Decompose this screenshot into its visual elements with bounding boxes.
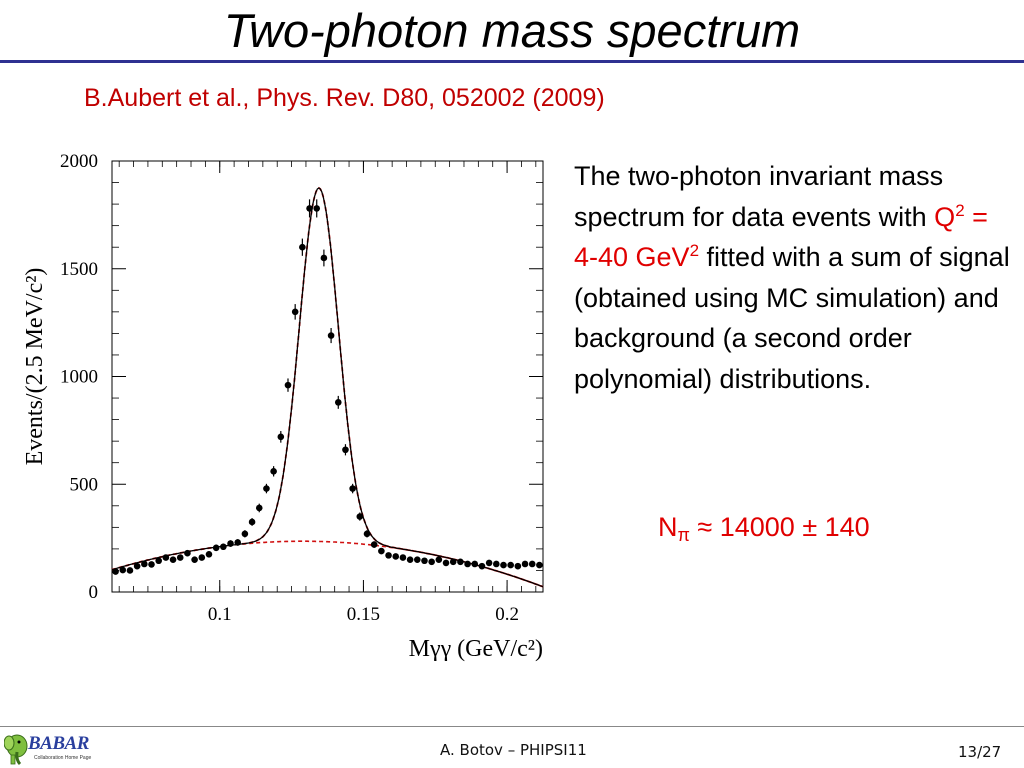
data-point	[169, 556, 177, 563]
y-tick-label: 1500	[60, 259, 98, 280]
description-part1: The two-photon invariant mass spectrum f…	[574, 161, 944, 232]
background-fit-curve	[111, 540, 544, 588]
total-fit-curve	[111, 187, 544, 588]
data-point	[428, 558, 435, 566]
data-point	[263, 485, 270, 492]
data-point	[119, 566, 127, 574]
data-point	[133, 562, 141, 570]
babar-elephant-icon	[4, 734, 28, 766]
data-point	[334, 399, 342, 406]
y-tick-label: 0	[89, 582, 99, 603]
data-point	[536, 561, 543, 569]
data-point	[521, 560, 529, 568]
gev-exponent: 2	[689, 241, 700, 260]
data-point	[464, 560, 471, 568]
logo-text: BABAR	[28, 733, 89, 754]
data-point	[227, 540, 234, 547]
data-point	[449, 558, 457, 566]
data-point	[241, 530, 249, 538]
data-point	[155, 557, 162, 565]
data-point	[514, 562, 522, 570]
y-tick-label: 2000	[60, 151, 98, 172]
data-point	[327, 332, 335, 339]
data-point	[126, 567, 134, 574]
data-point	[176, 554, 184, 561]
result-symbol: N	[658, 512, 678, 542]
data-point	[493, 560, 500, 568]
yield-result: Nπ ≈ 14000 ± 140	[658, 512, 870, 545]
footer-divider	[0, 726, 1024, 727]
data-point	[378, 547, 385, 555]
data-point	[478, 562, 486, 570]
babar-logo[interactable]: BABAR Collaboration Home Page	[4, 730, 114, 766]
q-exponent: 2	[955, 200, 965, 220]
y-tick-label: 500	[70, 474, 99, 495]
data-point	[198, 554, 206, 561]
data-point	[349, 485, 356, 492]
data-point	[141, 560, 148, 568]
data-point	[356, 513, 364, 520]
logo-subtitle: Collaboration Home Page	[34, 755, 92, 761]
data-point	[234, 539, 242, 546]
data-point	[442, 559, 450, 567]
data-point	[148, 561, 155, 568]
data-point	[385, 552, 392, 559]
data-point	[291, 308, 299, 316]
data-point	[248, 518, 256, 526]
footer-author: A. Botov – PHIPSI11	[440, 741, 587, 759]
page-number: 13/27	[958, 743, 1002, 761]
data-point	[284, 381, 292, 389]
data-point	[399, 554, 407, 561]
data-point	[320, 254, 328, 262]
data-point	[342, 446, 349, 454]
data-point	[457, 558, 464, 566]
data-point	[277, 433, 285, 441]
data-point	[184, 549, 191, 557]
q-range: = 4-40 GeV	[574, 201, 988, 273]
chart-description: The two-photon invariant mass spectrum f…	[574, 156, 1014, 399]
x-axis-label: Mγγ (GeV/c²)	[409, 636, 543, 662]
y-axis-label: Events/(2.5 MeV/c²)	[22, 268, 48, 466]
description-part2: fitted with a sum of signal (obtained us…	[574, 242, 1010, 394]
data-point	[471, 560, 479, 568]
data-point	[370, 541, 378, 548]
data-point	[191, 556, 198, 563]
data-point	[212, 544, 220, 552]
result-value: ≈ 14000 ± 140	[689, 512, 870, 542]
data-point	[162, 554, 170, 561]
data-point	[299, 243, 306, 251]
data-point	[112, 568, 119, 575]
x-tick-label: 0.1	[208, 604, 232, 625]
data-point	[406, 556, 414, 563]
data-point	[255, 504, 263, 512]
data-point	[528, 560, 536, 568]
mass-spectrum-chart: 0.1 0.15 0.2 0 500 1000 1500 2000 Mγγ (GeV/c²) Ev…	[22, 151, 544, 662]
result-subscript: π	[677, 525, 690, 545]
q-symbol: Q	[934, 201, 956, 232]
data-point	[392, 553, 400, 560]
slide-title: Two-photon mass spectrum	[223, 4, 801, 57]
citation: B.Aubert et al., Phys. Rev. D80, 052002 …	[84, 84, 605, 112]
data-point	[500, 561, 507, 569]
x-tick-label: 0.2	[495, 604, 519, 625]
data-point	[270, 468, 277, 475]
data-point	[435, 556, 443, 563]
x-tick-label: 0.15	[347, 604, 380, 625]
data-point	[220, 543, 227, 551]
data-point	[313, 205, 321, 212]
title-underline	[0, 60, 1024, 63]
data-point	[485, 559, 493, 567]
data-point	[421, 557, 428, 565]
data-point	[205, 550, 213, 558]
y-tick-label: 1000	[60, 367, 98, 388]
data-point	[306, 205, 313, 212]
data-point	[363, 530, 371, 538]
data-point	[507, 561, 514, 569]
data-point	[413, 556, 421, 563]
total-fit-dashed-curve	[111, 186, 544, 588]
